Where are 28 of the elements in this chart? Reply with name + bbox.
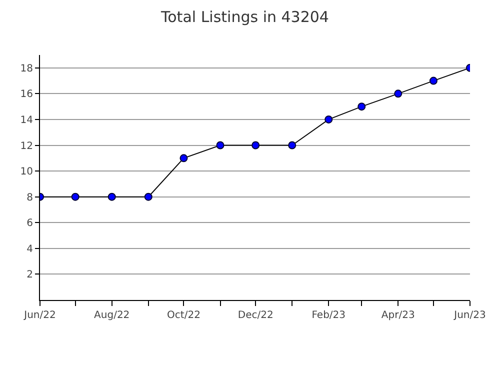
point: [394, 90, 402, 98]
point: [108, 192, 116, 201]
y-tick-label: 12: [20, 140, 33, 152]
point: [288, 141, 296, 150]
y-tick-label: 2: [26, 270, 33, 281]
chart-title: Total Listings in 43204: [160, 8, 329, 26]
y-tick-label: 8: [26, 192, 33, 204]
y-tick-label: 4: [26, 244, 33, 255]
point: [324, 115, 333, 124]
x-tick-label: Jun/22: [23, 310, 56, 321]
x-tick-label: Dec/22: [238, 310, 274, 321]
point: [252, 141, 260, 150]
point: [144, 192, 152, 201]
point: [71, 192, 80, 201]
point: [216, 141, 224, 150]
point: [358, 102, 366, 111]
y-tick-label: 16: [20, 89, 33, 100]
x-tick-label: Oct/22: [167, 310, 200, 321]
y-tick-label: 6: [26, 218, 33, 230]
y-tick-label: 10: [20, 166, 33, 178]
y-tick-label: 18: [20, 63, 33, 74]
y-tick-label: 14: [20, 114, 33, 126]
x-tick-label: Aug/22: [94, 310, 130, 321]
x-tick-label: Feb/23: [312, 310, 346, 321]
x-tick-label: Jun/23: [453, 310, 486, 321]
x-tick-label: Apr/23: [381, 310, 415, 321]
point: [180, 154, 188, 162]
point: [429, 76, 438, 85]
